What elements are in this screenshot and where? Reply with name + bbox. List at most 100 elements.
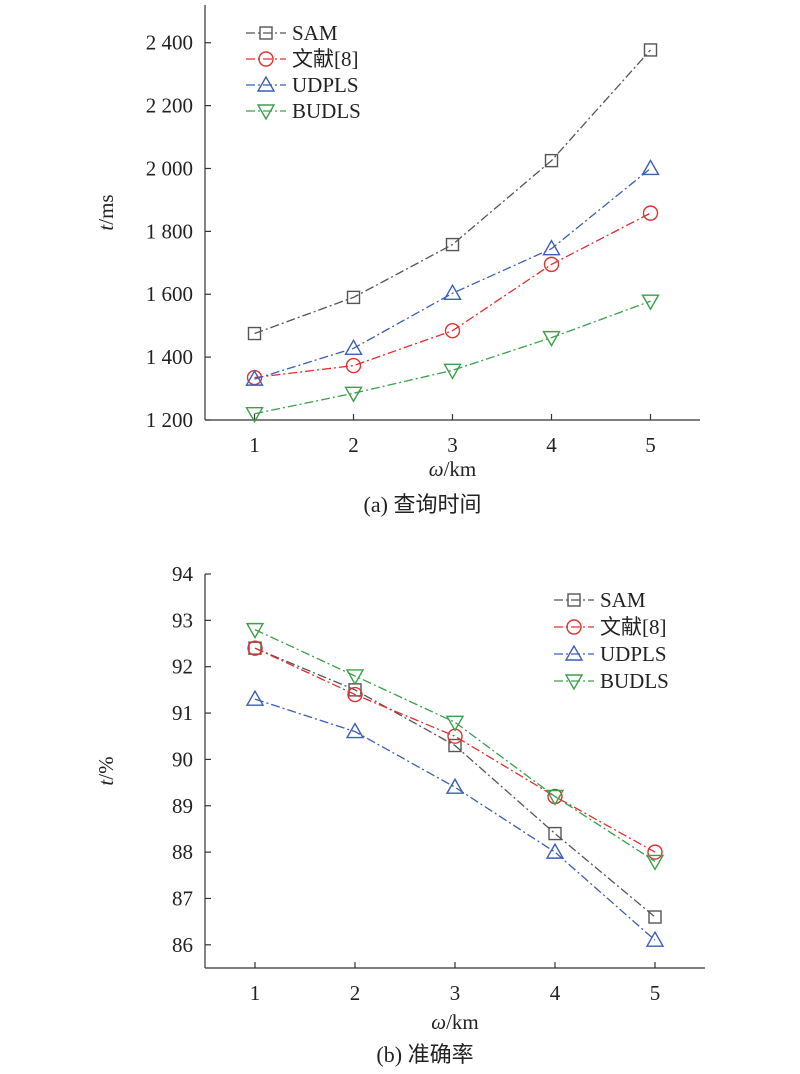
data-point [345, 357, 362, 374]
y-tick-label: 2 400 [146, 31, 193, 55]
y-tick-label: 1 800 [146, 219, 193, 243]
x-axis-label: ω/km [429, 457, 477, 481]
series-line [254, 300, 651, 415]
series-0 [247, 43, 658, 341]
data-point [543, 256, 560, 273]
x-tick-label: 1 [250, 981, 261, 1005]
series-1 [247, 640, 663, 860]
x-tick-label: 2 [348, 433, 359, 457]
data-point [443, 283, 462, 300]
series-line [254, 212, 651, 379]
data-point [643, 43, 658, 57]
chart-caption: (b) 准确率 [376, 1042, 473, 1067]
data-point [645, 930, 665, 947]
y-tick-label: 86 [172, 933, 193, 957]
data-point [445, 715, 465, 732]
legend-label: 文献[8] [600, 615, 667, 639]
series-1 [246, 205, 659, 386]
data-point [448, 738, 462, 753]
data-point [345, 722, 365, 739]
legend: SAM 文献[8] UDPLS BUDLS [554, 588, 669, 693]
legend-label: BUDLS [600, 669, 669, 693]
y-tick-label: 94 [172, 562, 194, 586]
data-point [347, 686, 363, 703]
x-tick-label: 5 [645, 433, 656, 457]
data-point [647, 844, 663, 860]
y-tick-label: 92 [172, 655, 193, 679]
legend-marker [258, 51, 274, 67]
data-point [645, 854, 665, 871]
y-tick-label: 93 [172, 608, 193, 632]
chart-b: 86 87 88 89 90 91 92 93 94 1 2 3 4 5 ω/km t/% SAM 文献[8] UD… [94, 562, 705, 1067]
y-tick-label: 2 200 [146, 94, 193, 118]
series-2 [245, 159, 660, 386]
series-line [254, 49, 651, 335]
y-axis-label: t/ms [94, 194, 118, 230]
data-point [641, 294, 660, 311]
y-tick-label: 87 [172, 886, 193, 910]
x-tick-label: 2 [350, 981, 361, 1005]
data-point [345, 669, 365, 686]
data-point [245, 407, 264, 424]
data-point [444, 323, 461, 339]
series-3 [245, 294, 660, 424]
series-line [254, 647, 656, 853]
legend-marker [566, 619, 582, 635]
series-0 [248, 641, 662, 924]
series-2 [245, 689, 665, 947]
data-point [445, 237, 460, 252]
x-tick-label: 1 [249, 433, 260, 457]
legend-label: SAM [600, 588, 646, 612]
data-point [346, 290, 361, 305]
legend-label: UDPLS [292, 73, 359, 97]
x-tick-label: 4 [546, 433, 557, 457]
y-tick-label: 91 [172, 701, 193, 725]
series-line [254, 647, 656, 918]
data-point [545, 842, 565, 859]
series-line [254, 167, 651, 380]
data-point [247, 640, 263, 656]
data-point [245, 689, 265, 706]
data-point [641, 159, 660, 176]
data-point [247, 326, 262, 341]
x-tick-label: 4 [550, 981, 561, 1005]
x-tick-label: 5 [650, 981, 661, 1005]
data-point [642, 205, 659, 221]
legend-marker [567, 593, 581, 607]
legend-label: UDPLS [600, 642, 667, 666]
data-point [245, 622, 265, 640]
data-point [443, 363, 462, 380]
legend-label: SAM [292, 21, 338, 45]
legend-marker [564, 674, 584, 691]
data-point [544, 153, 559, 168]
y-tick-label: 88 [172, 840, 193, 864]
legend-label: 文献[8] [292, 47, 359, 71]
y-tick-label: 1 600 [146, 282, 193, 306]
legend-marker [564, 644, 584, 661]
y-axis-label: t/% [94, 756, 118, 785]
data-point [248, 641, 262, 655]
series-line [254, 629, 656, 862]
legend-marker [259, 26, 273, 40]
chart-a: 1 200 1 400 1 600 1 800 2 000 2 200 2 400 1 2 3 4 5… [94, 5, 700, 517]
data-point [445, 777, 465, 794]
series-line [254, 698, 656, 941]
x-axis-label: ω/km [431, 1010, 479, 1034]
y-tick-label: 90 [172, 747, 193, 771]
y-tick-label: 1 200 [146, 408, 193, 432]
legend-marker [256, 104, 276, 121]
data-point [542, 239, 561, 256]
data-point [542, 330, 561, 348]
data-point [245, 369, 264, 386]
legend-label: BUDLS [292, 99, 361, 123]
data-point [545, 789, 565, 806]
series-3 [245, 622, 665, 871]
data-point [344, 386, 363, 403]
legend-marker [256, 75, 276, 92]
y-tick-label: 2 000 [146, 156, 193, 180]
x-tick-label: 3 [450, 981, 461, 1005]
data-point [344, 338, 363, 356]
chart-caption: (a) 查询时间 [364, 492, 482, 517]
